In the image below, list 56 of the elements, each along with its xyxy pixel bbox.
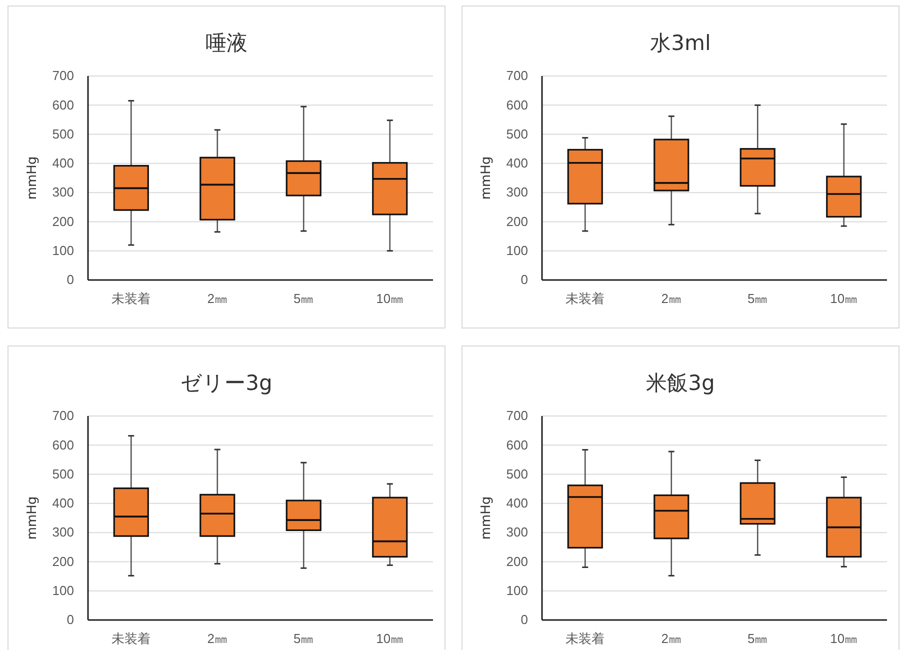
y-axis-title: mmHg bbox=[479, 156, 494, 200]
y-tick-label: 700 bbox=[506, 68, 528, 84]
x-tick-label: 未装着 bbox=[566, 631, 605, 646]
y-tick-label: 200 bbox=[52, 214, 74, 229]
y-tick-label: 200 bbox=[506, 214, 528, 229]
x-tick-label: 10㎜ bbox=[376, 291, 404, 306]
x-tick-label: 2㎜ bbox=[207, 631, 228, 646]
x-tick-label: 5㎜ bbox=[748, 291, 768, 306]
x-tick-label: 10㎜ bbox=[830, 291, 858, 306]
x-tick-label: 2㎜ bbox=[661, 631, 682, 646]
x-tick-label: 5㎜ bbox=[748, 631, 768, 646]
y-tick-label: 400 bbox=[506, 156, 528, 171]
y-tick-label: 600 bbox=[506, 437, 528, 452]
y-tick-label: 700 bbox=[506, 408, 528, 424]
chart-title: ゼリー3g bbox=[180, 371, 272, 395]
chart-title: 米飯3g bbox=[646, 371, 715, 395]
y-tick-label: 100 bbox=[52, 583, 74, 598]
y-axis-title: mmHg bbox=[25, 156, 40, 200]
y-tick-label: 500 bbox=[52, 126, 74, 142]
x-tick-label: 2㎜ bbox=[207, 291, 228, 306]
x-tick-label: 未装着 bbox=[566, 291, 605, 306]
y-axis-title: mmHg bbox=[25, 496, 40, 540]
y-tick-label: 300 bbox=[52, 184, 74, 200]
y-tick-label: 100 bbox=[506, 243, 528, 258]
y-tick-label: 500 bbox=[506, 466, 528, 482]
y-axis-title: mmHg bbox=[479, 496, 494, 540]
x-tick-label: 未装着 bbox=[112, 291, 151, 306]
y-tick-label: 600 bbox=[506, 97, 528, 112]
x-tick-label: 未装着 bbox=[112, 631, 151, 646]
y-tick-label: 600 bbox=[52, 97, 74, 112]
x-tick-label: 5㎜ bbox=[294, 291, 314, 306]
chart-title: 唾液 bbox=[206, 31, 248, 55]
y-tick-label: 100 bbox=[506, 583, 528, 598]
x-tick-label: 2㎜ bbox=[661, 291, 682, 306]
y-tick-label: 700 bbox=[52, 408, 74, 424]
y-tick-label: 0 bbox=[66, 612, 74, 628]
y-tick-label: 300 bbox=[506, 524, 528, 540]
y-tick-label: 100 bbox=[52, 243, 74, 258]
y-tick-label: 300 bbox=[52, 524, 74, 540]
x-tick-label: 10㎜ bbox=[830, 631, 858, 646]
y-tick-label: 500 bbox=[52, 466, 74, 482]
y-tick-label: 200 bbox=[52, 554, 74, 569]
x-tick-label: 10㎜ bbox=[376, 631, 404, 646]
y-tick-label: 600 bbox=[52, 437, 74, 452]
y-tick-label: 0 bbox=[66, 272, 74, 288]
y-tick-label: 400 bbox=[506, 496, 528, 511]
y-tick-label: 700 bbox=[52, 68, 74, 84]
y-tick-label: 0 bbox=[520, 272, 528, 288]
y-tick-label: 400 bbox=[52, 496, 74, 511]
y-tick-label: 400 bbox=[52, 156, 74, 171]
y-tick-label: 500 bbox=[506, 126, 528, 142]
y-tick-label: 0 bbox=[520, 612, 528, 628]
y-tick-label: 300 bbox=[506, 184, 528, 200]
x-tick-label: 5㎜ bbox=[294, 631, 314, 646]
y-tick-label: 200 bbox=[506, 554, 528, 569]
chart-title: 水3ml bbox=[650, 31, 711, 55]
